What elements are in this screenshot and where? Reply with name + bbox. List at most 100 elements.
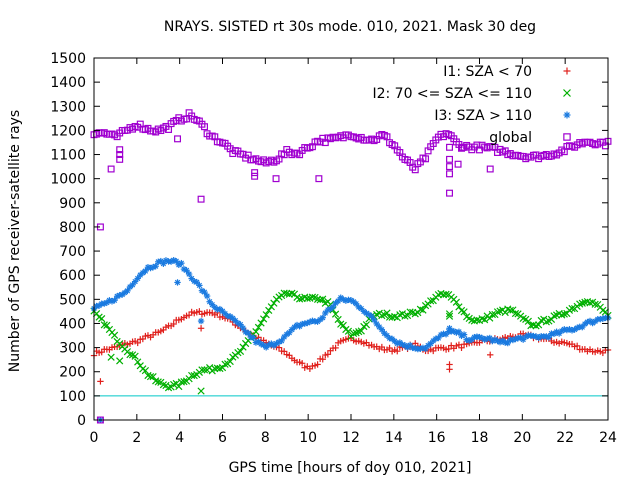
data-point — [550, 312, 558, 320]
x-tick-label: 10 — [299, 430, 317, 446]
data-point — [164, 384, 173, 392]
data-point — [454, 160, 462, 168]
data-point — [116, 151, 124, 159]
x-tick-label: 14 — [385, 430, 403, 446]
data-point — [331, 310, 340, 318]
data-point — [442, 290, 450, 298]
data-point — [473, 316, 481, 324]
data-point — [197, 325, 205, 332]
data-point — [591, 300, 599, 308]
data-point — [239, 324, 247, 332]
data-point — [275, 344, 283, 351]
data-point — [126, 350, 134, 359]
data-point — [270, 299, 278, 307]
y-tick-label: 400 — [59, 316, 86, 332]
x-tick-label: 6 — [218, 430, 227, 446]
data-point — [103, 321, 111, 329]
data-point — [486, 165, 494, 173]
x-tick-label: 0 — [90, 430, 99, 446]
data-point — [488, 310, 496, 319]
data-point — [251, 172, 259, 180]
data-point — [197, 317, 205, 325]
data-point — [116, 155, 124, 163]
data-point — [141, 366, 150, 375]
x-tick-label: 8 — [261, 430, 270, 446]
data-point — [174, 279, 181, 286]
data-point — [563, 111, 571, 119]
data-point — [107, 165, 115, 173]
data-point — [445, 310, 454, 318]
data-point — [185, 270, 193, 278]
data-point — [419, 306, 427, 314]
data-point — [545, 334, 553, 341]
data-point — [378, 326, 386, 333]
data-point — [197, 387, 205, 395]
data-point — [332, 344, 339, 352]
data-point — [427, 297, 435, 305]
data-point — [357, 327, 365, 335]
data-point — [254, 323, 263, 332]
data-point — [173, 258, 180, 265]
data-point — [445, 345, 452, 353]
y-tick-label: 1400 — [50, 75, 86, 91]
data-point — [308, 293, 317, 301]
series-4 — [90, 109, 612, 424]
data-point — [134, 339, 141, 347]
data-point — [146, 373, 155, 381]
data-point — [511, 309, 520, 318]
data-point — [203, 292, 211, 300]
data-point — [98, 315, 106, 323]
data-point — [250, 334, 257, 341]
data-point — [573, 342, 581, 350]
data-point — [368, 313, 375, 320]
data-point — [334, 315, 342, 324]
data-point — [460, 308, 468, 316]
data-point — [506, 306, 514, 314]
legend-label: I3: SZA > 110 — [434, 108, 532, 124]
data-point — [257, 319, 265, 327]
x-tick-label: 22 — [556, 430, 574, 446]
data-point — [383, 309, 391, 317]
y-tick-label: 100 — [59, 389, 86, 405]
data-point — [422, 155, 430, 163]
data-point — [586, 299, 594, 307]
data-point — [568, 304, 576, 313]
y-tick-label: 1500 — [50, 51, 86, 67]
data-point — [267, 303, 275, 311]
data-point — [221, 360, 229, 368]
data-point — [378, 311, 386, 320]
data-point — [446, 163, 453, 171]
y-tick-label: 500 — [59, 292, 86, 308]
data-point — [159, 381, 168, 389]
data-point — [493, 308, 502, 316]
data-point — [501, 308, 509, 317]
data-point — [245, 329, 252, 337]
y-tick-label: 1100 — [50, 148, 86, 164]
x-tick-label: 16 — [428, 430, 446, 446]
data-point — [460, 331, 468, 338]
x-tick-label: 18 — [471, 430, 489, 446]
y-tick-label: 200 — [59, 365, 86, 381]
x-axis-label: GPS time [hours of doy 010, 2021] — [229, 460, 472, 476]
data-point — [458, 143, 466, 151]
data-point — [185, 311, 193, 319]
data-point — [406, 308, 414, 316]
data-point — [509, 306, 517, 314]
x-tick-label: 24 — [599, 430, 617, 446]
data-point — [560, 310, 568, 318]
data-point — [319, 295, 327, 303]
data-point — [97, 378, 104, 385]
data-point — [272, 175, 280, 183]
data-point — [226, 357, 234, 366]
data-point — [201, 288, 208, 296]
y-axis-label: Number of GPS receiver-satellite rays — [7, 110, 23, 372]
data-point — [197, 195, 205, 203]
data-point — [316, 296, 324, 304]
data-point — [329, 303, 337, 311]
y-tick-label: 600 — [59, 268, 86, 284]
y-tick-label: 1000 — [50, 172, 86, 188]
data-point — [362, 321, 371, 329]
data-point — [446, 325, 453, 332]
data-point — [446, 155, 453, 163]
